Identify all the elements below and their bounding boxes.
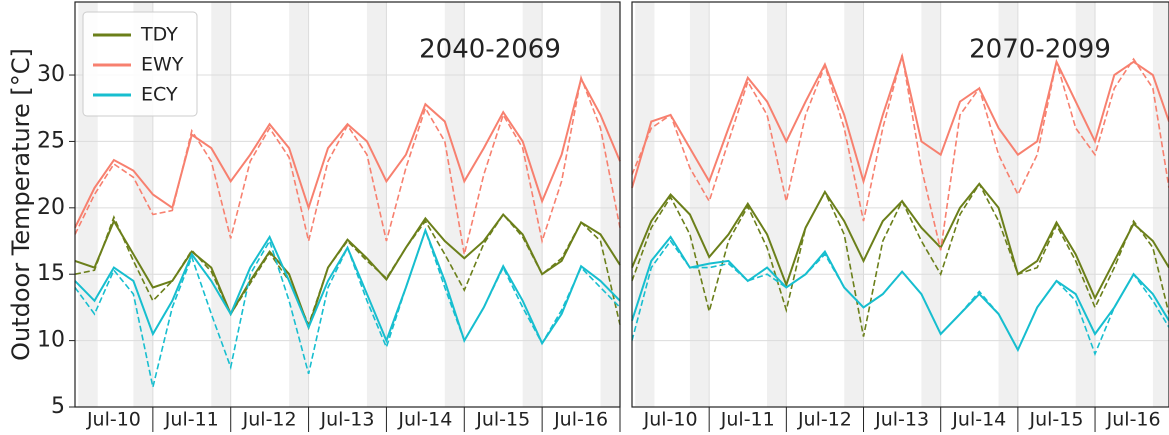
x-tick-label: Jul-12: [797, 409, 852, 431]
plot-frame: [74, 1, 621, 408]
shade: [522, 2, 543, 407]
series-line: [631, 235, 1169, 353]
legend-label: EWY: [141, 54, 184, 76]
x-tick-label: Jul-16: [1106, 409, 1161, 431]
x-tick-label: Jul-11: [720, 409, 775, 431]
x-tick-label: Jul-12: [242, 409, 297, 431]
series-dashed-line: [631, 239, 1169, 357]
series-line: [631, 182, 1169, 301]
period-label: 2040-2069: [419, 35, 561, 65]
shade: [211, 2, 231, 407]
shade: [844, 2, 864, 407]
shade: [289, 2, 309, 407]
legend-label: TDY: [140, 24, 178, 46]
series-line: [74, 212, 621, 331]
shade: [635, 2, 655, 407]
shade: [767, 2, 787, 407]
x-tick-label: Jul-16: [553, 409, 608, 431]
x-tick-label: Jul-11: [164, 409, 219, 431]
series-line: [74, 76, 621, 229]
x-tick-label: Jul-10: [643, 409, 698, 431]
period-label: 2070-2099: [969, 35, 1111, 65]
shade: [998, 2, 1018, 407]
plot-frame: [631, 1, 1169, 408]
shade: [600, 2, 620, 407]
legend-label: ECY: [141, 84, 178, 106]
x-tick-label: Jul-15: [475, 409, 530, 431]
x-tick-label: Jul-10: [86, 409, 141, 431]
series-line: [74, 227, 621, 346]
y-tick-label: 10: [37, 328, 65, 353]
y-tick-label: 20: [37, 195, 65, 220]
series-line: [631, 52, 1169, 189]
x-tick-label: Jul-15: [1028, 409, 1083, 431]
shade: [444, 2, 465, 407]
y-axis-label: Outdoor Temperature [°C]: [7, 48, 35, 361]
legend-box: [82, 11, 198, 117]
y-tick-label: 25: [37, 128, 65, 153]
x-tick-label: Jul-14: [951, 409, 1006, 431]
y-tick-label: 15: [37, 261, 65, 286]
x-tick-label: Jul-13: [874, 409, 929, 431]
x-tick-label: Jul-14: [397, 409, 452, 431]
shade: [1152, 2, 1169, 407]
shade: [366, 2, 387, 407]
shade: [689, 2, 710, 407]
shade: [921, 2, 941, 407]
y-tick-label: 5: [51, 394, 65, 419]
x-tick-label: Jul-13: [320, 409, 375, 431]
y-tick-label: 30: [37, 62, 65, 87]
